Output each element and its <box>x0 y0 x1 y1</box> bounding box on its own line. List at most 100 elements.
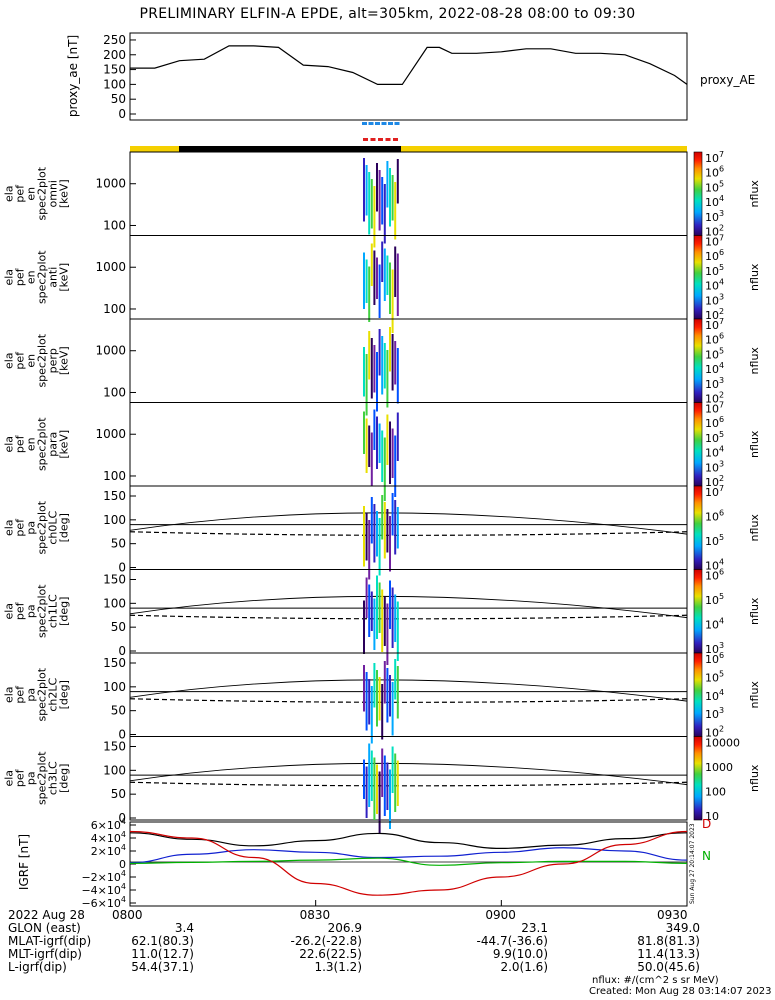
spectrogram-stripe <box>396 348 399 404</box>
spectrogram-stripe <box>368 520 371 580</box>
ephemeris-label: GLON (east) <box>8 921 81 935</box>
tick-exponent: 4 <box>719 445 724 454</box>
units-note: nflux: #/(cm^2 s sr MeV) <box>592 975 719 986</box>
panel-y-label-line: pa <box>25 771 38 785</box>
spectrogram-stripe <box>376 764 378 814</box>
colorbar-tick-label: 106 <box>705 165 724 180</box>
tick-base: 10 <box>705 378 719 391</box>
colorbar <box>693 235 703 320</box>
spectrogram-stripe <box>363 347 365 397</box>
panel-y-label-line: ela <box>3 770 16 787</box>
ae-y-tick-label: 250 <box>103 33 126 47</box>
spectrogram-stripe <box>394 435 397 497</box>
spectrogram-stripe <box>363 252 365 309</box>
colorbar-tick-label: 104 <box>705 688 724 703</box>
tick-base: 10 <box>705 393 719 406</box>
panel-y-tick-label: 100 <box>103 680 126 694</box>
tick-base: 10 <box>705 196 719 209</box>
panel-y-label: elapefpaspec2plotch0LC[deg] <box>3 500 71 554</box>
colorbar-tick-label: 100 <box>705 786 726 799</box>
tick-base: 10 <box>705 511 719 524</box>
spectrogram-stripe <box>368 266 371 322</box>
tick-base: 2×10 <box>91 845 121 858</box>
panel-y-tick-label: 150 <box>103 489 126 503</box>
ae-y-tick-label: 50 <box>111 92 126 106</box>
tick-exponent: 4 <box>719 278 724 287</box>
panel-y-label-line: ela <box>3 686 16 703</box>
spectrogram-stripe <box>381 684 384 740</box>
tick-base: −4×10 <box>81 884 120 897</box>
tick-base: 10 <box>705 708 719 721</box>
blue-mark <box>368 122 374 125</box>
tick-exponent: 7 <box>719 317 724 326</box>
colorbar-tick-label: 103 <box>705 209 724 224</box>
spectrogram-stripe <box>373 250 376 305</box>
ephemeris-label: L-igrf(dip) <box>8 960 67 974</box>
tick-base: 10 <box>705 152 719 165</box>
spectrogram-stripe <box>370 750 373 801</box>
spectrogram-stripe <box>381 589 384 652</box>
tick-base: 10 <box>705 447 719 460</box>
panel-y-label: elapefenspec2plotanti[keV] <box>3 250 71 304</box>
spectrogram-stripe <box>365 672 368 731</box>
panel-y-label-line: spec2plot <box>36 250 49 304</box>
red-mark <box>363 138 368 141</box>
spectrogram-stripe <box>396 601 399 661</box>
panel-y-label: elapefpaspec2plotch2LC[deg] <box>3 667 71 721</box>
spectrogram-stripe <box>368 584 371 637</box>
spectrogram-stripe <box>381 748 384 797</box>
spectrogram-stripe <box>389 580 391 629</box>
colorbar-tick-label: 10 <box>705 810 719 823</box>
panel-y-label-line: [keV] <box>58 346 71 375</box>
ephemeris-value: 22.6(22.5) <box>299 947 362 961</box>
colorbar-tick-label: 104 <box>705 558 724 573</box>
spectrogram-stripe <box>383 184 386 244</box>
spectrogram-stripe <box>373 345 376 393</box>
panel-y-label: elapefenspec2plotpara[keV] <box>3 417 71 471</box>
panel-y-tick-label: 100 <box>103 469 126 483</box>
panel-frame <box>129 569 688 654</box>
panel-y-label-line: pa <box>25 688 38 702</box>
tick-base: 10 <box>705 363 719 376</box>
red-mark <box>370 138 376 141</box>
spectrogram-panel-0: elapefenspec2plotomni[keV] 10001001071061… <box>3 150 761 248</box>
colorbar <box>693 402 703 487</box>
ephemeris-value: 11.0(12.7) <box>131 947 194 961</box>
panel-y-tick-label: 0 <box>118 644 126 658</box>
colorbar-label: nflux <box>748 514 761 542</box>
colorbar-tick-label: 103 <box>705 641 724 656</box>
tick-exponent: 6 <box>719 415 724 424</box>
panel-frame <box>129 402 688 487</box>
science-zone-marks <box>362 122 400 141</box>
spectrogram-stripe <box>391 746 394 793</box>
tick-exponent: 2 <box>719 224 724 233</box>
panel-y-tick-label: 1000 <box>95 260 126 274</box>
ae-legend: proxy_AE <box>700 73 755 87</box>
spectrogram-stripe <box>376 163 378 212</box>
colorbar <box>693 151 703 236</box>
tick-base: 10 <box>705 671 719 684</box>
ae-y-tick-label: 0 <box>118 107 126 121</box>
igrf-y-label: IGRF [nT] <box>17 834 31 890</box>
colorbar <box>693 736 703 821</box>
spectrogram-panel-5: elapefpaspec2plotch1LC[deg]1501005001061… <box>3 568 761 665</box>
colorbar-tick-label: 102 <box>705 474 724 489</box>
colorbar-tick-label: 104 <box>705 617 724 632</box>
tick-base: 10 <box>705 653 719 666</box>
tick-base: −6×10 <box>81 897 120 910</box>
spectrogram-stripe <box>378 329 381 376</box>
spectrogram-stripe <box>373 186 376 248</box>
tick-exponent: 2 <box>719 725 724 734</box>
spectrogram-stripe <box>396 412 399 461</box>
colorbar-tick-label: 106 <box>705 568 724 583</box>
tick-base: 10 <box>705 280 719 293</box>
colorbar-tick-label: 10000 <box>705 737 740 750</box>
panel-y-label-line: spec2plot <box>36 417 49 471</box>
panel-y-label-line: en <box>25 270 38 284</box>
tick-exponent: 5 <box>719 346 724 355</box>
spectrogram-stripe <box>394 594 397 642</box>
panel-frame <box>129 736 688 821</box>
panel-y-tick-label: 50 <box>111 787 126 801</box>
tick-base: −2×10 <box>81 871 120 884</box>
